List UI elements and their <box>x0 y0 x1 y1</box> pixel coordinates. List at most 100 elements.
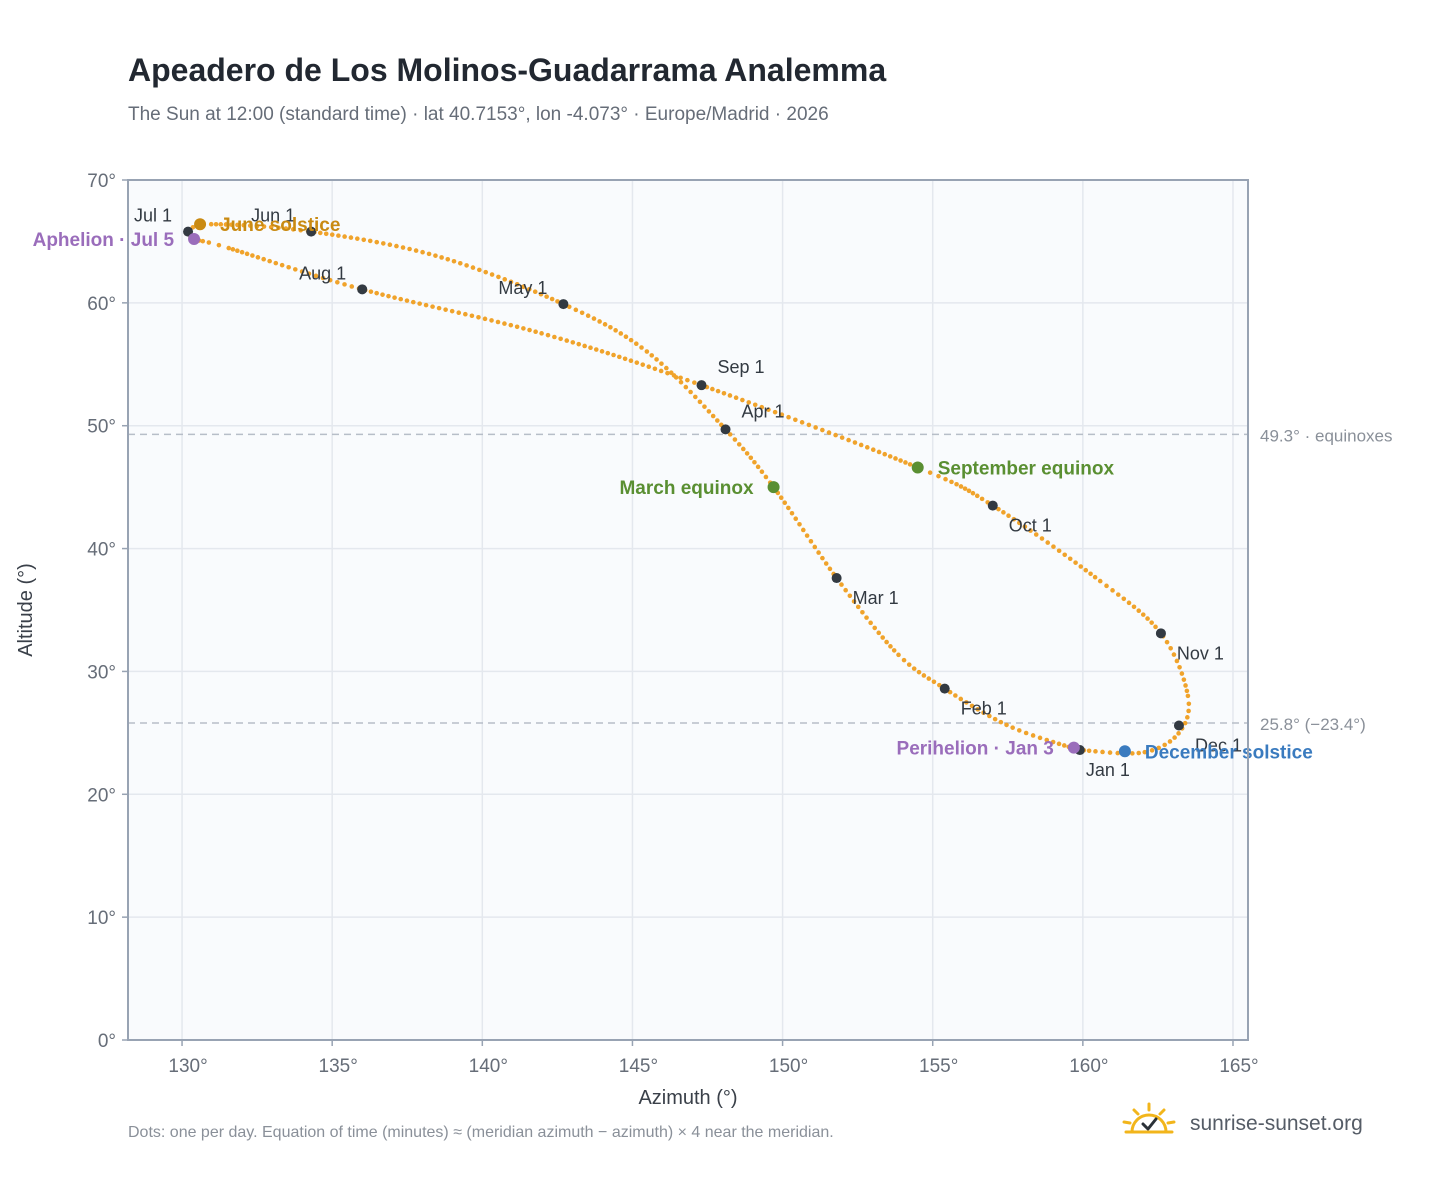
day-dot <box>329 232 335 237</box>
event-marker <box>767 481 780 494</box>
day-dot <box>927 470 933 475</box>
day-dot <box>953 693 958 698</box>
day-dot <box>1136 750 1142 756</box>
day-dot <box>206 240 212 245</box>
day-dot <box>1039 536 1045 541</box>
day-dot <box>715 418 720 423</box>
brand-name[interactable]: sunrise-sunset.org <box>1190 1112 1363 1135</box>
chart-subtitle: The Sun at 12:00 (standard time) · lat 4… <box>128 104 829 125</box>
day-dot <box>884 639 889 645</box>
day-dot <box>766 407 771 412</box>
x-tick-label: 135° <box>319 1056 358 1077</box>
day-dot <box>827 566 833 572</box>
day-dot <box>1121 596 1127 602</box>
day-dot <box>381 241 386 246</box>
day-dot <box>896 652 901 658</box>
day-dot <box>1062 552 1068 558</box>
day-dot <box>778 495 784 501</box>
day-dot <box>779 412 785 417</box>
day-dot <box>876 630 882 636</box>
event-marker <box>194 218 207 231</box>
day-dot <box>496 274 501 280</box>
day-dot <box>1177 665 1182 670</box>
day-dot <box>1006 513 1011 518</box>
day-dot <box>855 604 861 610</box>
day-dot <box>797 522 802 527</box>
day-dot <box>628 337 634 343</box>
month-marker <box>831 573 842 584</box>
month-label: Jun 1 <box>251 206 295 226</box>
day-dot <box>748 455 754 461</box>
day-dot <box>1104 583 1109 589</box>
event-marker <box>188 232 201 245</box>
day-dot <box>992 716 998 722</box>
day-dot <box>996 506 1001 512</box>
day-dot <box>404 298 410 303</box>
month-label: Feb 1 <box>961 699 1007 719</box>
day-dot <box>1185 715 1190 720</box>
day-dot <box>843 587 848 593</box>
month-marker <box>696 380 707 391</box>
day-dot <box>1051 544 1056 549</box>
day-dot <box>398 296 404 302</box>
day-dot <box>552 334 557 340</box>
day-dot <box>544 294 549 299</box>
day-dot <box>1149 620 1154 625</box>
day-dot <box>407 246 412 252</box>
day-dot <box>683 384 689 390</box>
day-dot <box>816 550 821 555</box>
day-dot <box>605 350 611 356</box>
day-dot <box>962 486 968 491</box>
plot-frame <box>127 179 1249 1041</box>
day-dot <box>1073 560 1078 565</box>
day-dot <box>826 430 832 435</box>
month-label: Nov 1 <box>1177 643 1224 663</box>
day-dot <box>508 322 514 328</box>
day-dot <box>702 404 707 409</box>
day-dot <box>514 281 520 287</box>
month-marker <box>1155 628 1166 639</box>
month-label: Sep 1 <box>718 357 765 377</box>
day-dot <box>964 700 969 705</box>
day-dot <box>426 251 432 257</box>
day-dot <box>527 327 532 333</box>
y-tick-label: 20° <box>87 785 116 806</box>
day-dot <box>649 353 655 358</box>
day-dot <box>348 235 354 240</box>
day-dot <box>602 322 608 327</box>
event-label: March equinox <box>619 478 754 499</box>
day-dot <box>740 446 746 452</box>
day-dot <box>591 316 597 321</box>
day-dot <box>342 234 347 239</box>
day-dot <box>1131 604 1137 610</box>
brand[interactable]: sunrise-sunset.org <box>1120 1100 1420 1150</box>
x-axis-label: Azimuth (°) <box>638 1087 737 1109</box>
day-dot <box>727 432 733 437</box>
day-dot <box>710 386 715 392</box>
day-dot <box>654 357 659 362</box>
x-tick-label: 155° <box>919 1056 958 1077</box>
day-dot <box>706 409 712 414</box>
day-dot <box>692 380 697 385</box>
day-dot <box>808 539 814 544</box>
day-dot <box>593 347 599 352</box>
day-dot <box>608 325 613 330</box>
day-dot <box>936 473 941 479</box>
day-dot <box>335 279 340 285</box>
day-dot <box>839 435 845 440</box>
month-marker <box>1173 720 1184 731</box>
day-dot <box>793 516 799 522</box>
day-dot <box>463 311 468 317</box>
x-tick-label: 160° <box>1069 1056 1108 1077</box>
day-dot <box>1078 564 1084 569</box>
month-label: Dec 1 <box>1195 735 1242 755</box>
day-dot <box>261 224 267 229</box>
day-dot <box>1067 556 1073 562</box>
day-dot <box>361 237 367 243</box>
day-dot <box>230 247 236 252</box>
day-dot <box>216 242 222 248</box>
day-dot <box>1093 749 1098 754</box>
day-dot <box>483 269 489 275</box>
day-dot <box>239 249 245 255</box>
